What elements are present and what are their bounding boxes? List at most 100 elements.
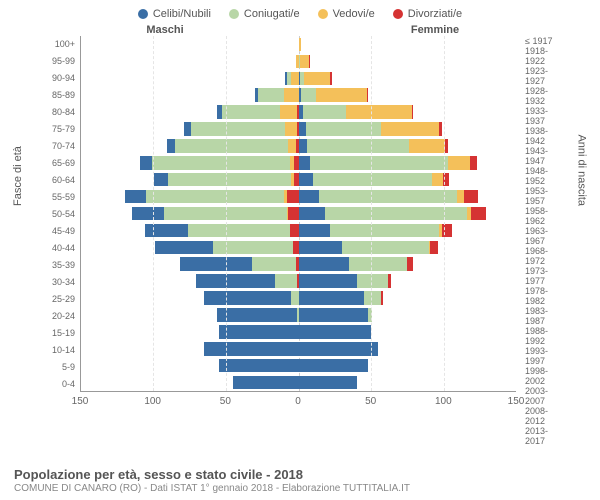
age-row — [81, 205, 516, 222]
x-tick: 150 — [508, 396, 525, 407]
male-half — [81, 36, 299, 53]
age-label: 30-34 — [40, 273, 78, 290]
chart-subtitle: COMUNE DI CANARO (RO) - Dati ISTAT 1° ge… — [14, 483, 586, 494]
bar-segment — [349, 257, 407, 271]
x-tick: 100 — [144, 396, 161, 407]
y-right-labels: ≤ 19171918-19221923-19271928-19321933-19… — [522, 36, 560, 392]
birth-label: 1973-1977 — [522, 266, 560, 286]
birth-label: 1933-1937 — [522, 106, 560, 126]
chart-title: Popolazione per età, sesso e stato civil… — [14, 467, 586, 482]
bar-segment — [357, 274, 389, 288]
female-half — [299, 290, 517, 307]
legend-swatch — [138, 9, 148, 19]
age-row — [81, 188, 516, 205]
bar-segment — [291, 72, 298, 86]
bar-segment — [299, 156, 311, 170]
female-half — [299, 273, 517, 290]
bar-segment — [299, 325, 371, 339]
bar-segment — [219, 325, 299, 339]
birth-label: 2008-2012 — [522, 406, 560, 426]
bar-segment — [330, 72, 331, 86]
male-half — [81, 323, 299, 340]
x-tick: 100 — [435, 396, 452, 407]
birth-label: 1978-1982 — [522, 286, 560, 306]
legend-swatch — [393, 9, 403, 19]
birth-label: 1948-1952 — [522, 166, 560, 186]
male-half — [81, 104, 299, 121]
grid-line — [226, 36, 227, 391]
grid-line — [153, 36, 154, 391]
age-row — [81, 307, 516, 324]
bar-segment — [252, 257, 296, 271]
x-tick: 50 — [365, 396, 376, 407]
bar-segment — [299, 207, 325, 221]
y-left-labels: 100+95-9990-9485-8980-8475-7970-7465-696… — [40, 36, 78, 392]
age-label: 100+ — [40, 36, 78, 53]
bar-segment — [287, 190, 299, 204]
bar-segment — [204, 342, 298, 356]
age-label: 95-99 — [40, 53, 78, 70]
bar-segment — [233, 376, 298, 390]
age-label: 55-59 — [40, 189, 78, 206]
age-label: 35-39 — [40, 256, 78, 273]
birth-label: 1953-1957 — [522, 186, 560, 206]
bar-segment — [309, 55, 310, 69]
bar-segment — [319, 190, 457, 204]
bar-segment — [180, 257, 252, 271]
bar-segment — [204, 291, 291, 305]
legend: Celibi/NubiliConiugati/eVedovi/eDivorzia… — [0, 0, 600, 24]
bar-segment — [152, 156, 290, 170]
bar-segment — [304, 72, 330, 86]
bar-segment — [168, 173, 291, 187]
bar-segment — [407, 257, 413, 271]
bar-segment — [184, 122, 191, 136]
age-label: 10-14 — [40, 341, 78, 358]
y-right-title: Anni di nascita — [576, 134, 588, 206]
age-row — [81, 137, 516, 154]
male-half — [81, 239, 299, 256]
age-label: 80-84 — [40, 104, 78, 121]
male-half — [81, 340, 299, 357]
bar-segment — [471, 207, 486, 221]
bar-segment — [307, 139, 409, 153]
age-label: 75-79 — [40, 121, 78, 138]
bar-segment — [290, 224, 299, 238]
age-label: 40-44 — [40, 239, 78, 256]
bar-segment — [300, 55, 309, 69]
bar-segment — [217, 308, 297, 322]
header-female: Femmine — [300, 24, 600, 36]
bar-segment — [299, 274, 357, 288]
age-label: 50-54 — [40, 206, 78, 223]
bar-segment — [330, 224, 439, 238]
x-tick: 150 — [72, 396, 89, 407]
birth-label: ≤ 1917 — [522, 36, 560, 46]
pyramid-chart: Fasce di età Anni di nascita 100+95-9990… — [40, 36, 560, 416]
x-ticks: 15010050050100150 — [80, 396, 516, 412]
female-half — [299, 53, 517, 70]
male-half — [81, 256, 299, 273]
female-half — [299, 171, 517, 188]
birth-label: 1918-1922 — [522, 46, 560, 66]
male-half — [81, 273, 299, 290]
legend-label: Vedovi/e — [333, 8, 375, 20]
x-tick: 0 — [295, 396, 301, 407]
age-row — [81, 70, 516, 87]
bar-segment — [299, 308, 369, 322]
male-half — [81, 222, 299, 239]
bar-segment — [132, 207, 164, 221]
footer: Popolazione per età, sesso e stato civil… — [14, 467, 586, 494]
bar-segment — [222, 105, 280, 119]
bar-segment — [313, 173, 432, 187]
bar-segment — [167, 139, 176, 153]
age-row — [81, 36, 516, 53]
bar-segment — [219, 359, 299, 373]
birth-label: 2013-2017 — [522, 426, 560, 446]
legend-item: Coniugati/e — [229, 8, 300, 20]
bar-segment — [430, 241, 437, 255]
bar-segment — [196, 274, 276, 288]
bar-segment — [448, 156, 470, 170]
bar-segment — [439, 122, 442, 136]
female-half — [299, 121, 517, 138]
legend-swatch — [318, 9, 328, 19]
birth-label: 1988-1992 — [522, 326, 560, 346]
